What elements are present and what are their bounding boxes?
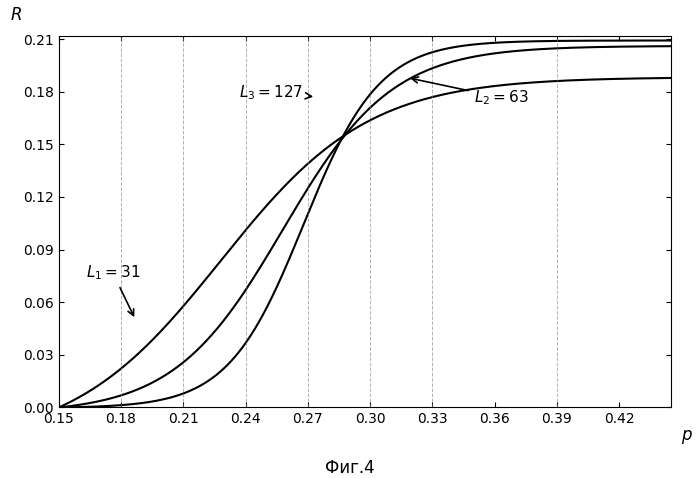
Text: $L_2 = 63$: $L_2 = 63$ [412,77,528,107]
Text: Фиг.4: Фиг.4 [326,459,374,477]
Text: $L_3 = 127$: $L_3 = 127$ [239,83,312,102]
Y-axis label: R: R [10,6,22,24]
X-axis label: p: p [681,426,692,444]
Text: $L_1 = 31$: $L_1 = 31$ [85,264,140,315]
